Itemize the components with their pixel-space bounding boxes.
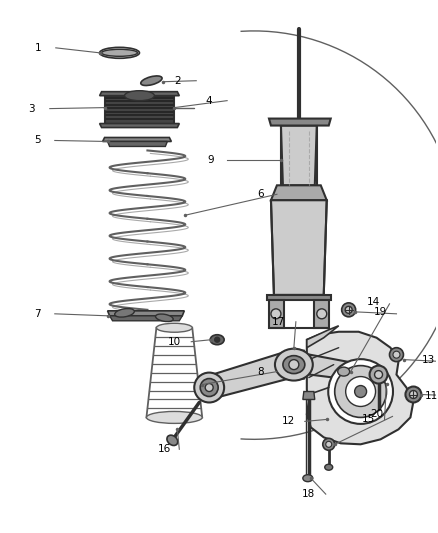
Ellipse shape (370, 366, 388, 384)
Polygon shape (269, 300, 284, 328)
Ellipse shape (102, 50, 138, 56)
Bar (105, 95, 174, 124)
Polygon shape (307, 332, 413, 445)
Text: 16: 16 (158, 445, 171, 454)
Text: 7: 7 (35, 309, 41, 319)
Ellipse shape (335, 366, 386, 417)
Ellipse shape (275, 349, 313, 381)
Polygon shape (281, 126, 317, 185)
Ellipse shape (141, 76, 162, 85)
Polygon shape (99, 124, 179, 127)
Text: 4: 4 (206, 95, 212, 106)
Text: 8: 8 (258, 367, 264, 377)
Polygon shape (303, 392, 315, 400)
Text: 2: 2 (174, 76, 180, 86)
Ellipse shape (289, 360, 299, 369)
Text: 11: 11 (425, 391, 438, 400)
Ellipse shape (406, 386, 421, 402)
Text: 5: 5 (35, 135, 41, 146)
Ellipse shape (345, 306, 352, 313)
Ellipse shape (156, 324, 192, 332)
Polygon shape (209, 351, 304, 400)
Ellipse shape (326, 441, 332, 447)
Polygon shape (108, 311, 184, 316)
Ellipse shape (271, 309, 281, 319)
Text: 19: 19 (374, 307, 387, 317)
Text: 15: 15 (362, 415, 375, 424)
Ellipse shape (393, 351, 400, 358)
Polygon shape (99, 92, 179, 95)
Ellipse shape (355, 385, 367, 398)
Text: 17: 17 (272, 317, 286, 327)
Text: 6: 6 (258, 189, 264, 199)
Ellipse shape (283, 356, 305, 374)
Polygon shape (307, 326, 339, 348)
Ellipse shape (338, 367, 350, 376)
Ellipse shape (342, 303, 356, 317)
Text: 9: 9 (208, 156, 215, 165)
Ellipse shape (323, 438, 335, 450)
Text: 13: 13 (422, 354, 435, 365)
Polygon shape (314, 300, 329, 328)
Text: 14: 14 (367, 297, 380, 307)
Ellipse shape (124, 91, 155, 101)
Polygon shape (271, 200, 327, 295)
Text: 10: 10 (168, 337, 181, 346)
Ellipse shape (328, 359, 393, 424)
Ellipse shape (303, 475, 313, 482)
Ellipse shape (215, 337, 219, 342)
Ellipse shape (317, 309, 327, 319)
Text: 3: 3 (28, 103, 35, 114)
Ellipse shape (200, 378, 218, 397)
Ellipse shape (155, 314, 173, 321)
Ellipse shape (99, 47, 139, 58)
Polygon shape (310, 354, 384, 383)
Ellipse shape (410, 391, 417, 399)
Ellipse shape (205, 384, 213, 392)
Ellipse shape (389, 348, 403, 361)
Ellipse shape (167, 435, 178, 446)
Text: 18: 18 (302, 489, 315, 499)
Ellipse shape (115, 309, 134, 317)
Ellipse shape (374, 370, 382, 378)
Polygon shape (102, 138, 171, 141)
Ellipse shape (210, 335, 224, 345)
Ellipse shape (146, 411, 202, 423)
Polygon shape (267, 295, 331, 300)
Text: 20: 20 (370, 409, 383, 419)
Polygon shape (108, 141, 167, 147)
Polygon shape (269, 118, 331, 126)
Ellipse shape (346, 377, 375, 407)
Text: 12: 12 (282, 416, 296, 426)
Polygon shape (110, 316, 182, 321)
Polygon shape (271, 185, 327, 200)
Ellipse shape (325, 464, 333, 470)
Ellipse shape (194, 373, 224, 402)
Text: 1: 1 (35, 43, 41, 53)
